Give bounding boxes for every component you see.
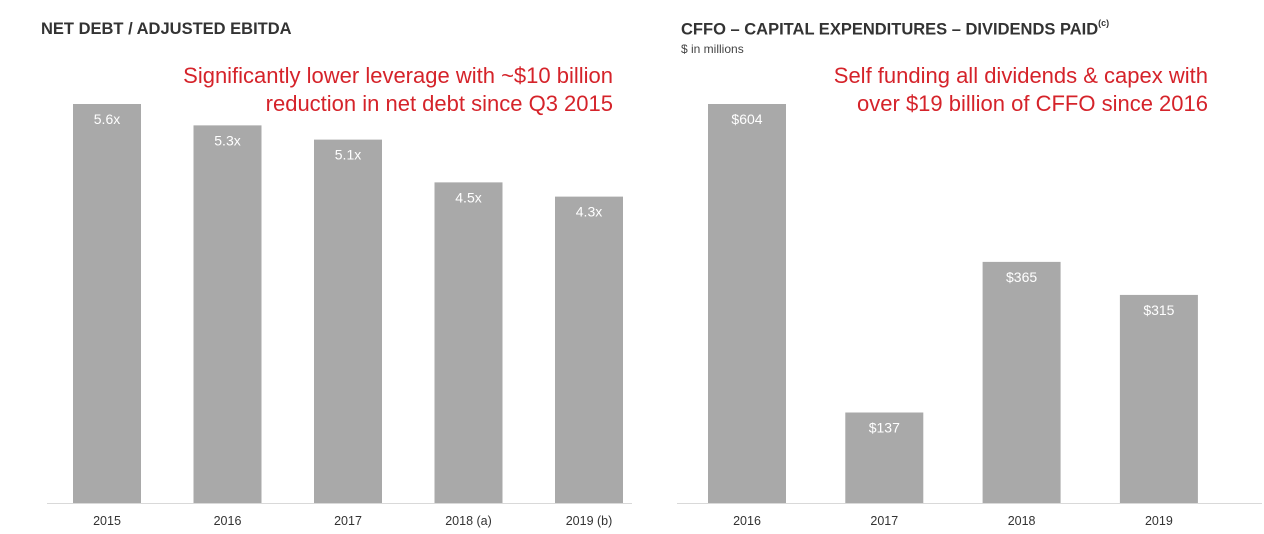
right-chart-data-label: $365: [1006, 269, 1037, 285]
left-chart-title: NET DEBT / ADJUSTED EBITDA: [41, 20, 292, 38]
right-chart-panel: CFFO – CAPITAL EXPENDITURES – DIVIDENDS …: [640, 0, 1264, 534]
left-chart-category-label: 2016: [214, 514, 242, 528]
left-chart-bar: [434, 182, 503, 503]
right-callout-line1: Self funding all dividends & capex with: [833, 63, 1208, 88]
left-chart-category-label: 2017: [334, 514, 362, 528]
right-chart-subtitle: $ in millions: [681, 42, 744, 56]
left-chart-data-label: 4.5x: [455, 189, 481, 205]
left-callout-line2: reduction in net debt since Q3 2015: [265, 91, 613, 116]
left-chart-category-label: 2015: [93, 514, 121, 528]
right-chart-title-text: CFFO – CAPITAL EXPENDITURES – DIVIDENDS …: [681, 20, 1099, 39]
left-bar-chart: 5.6x 2015 5.3x 2016 5.1x 2017 4.5x 2018 (a) 4.3x…: [47, 104, 632, 528]
right-chart-data-label: $315: [1143, 302, 1174, 318]
right-chart-bar: [845, 412, 924, 503]
right-chart-data-label: $137: [869, 419, 900, 435]
right-chart-bar: [708, 104, 786, 503]
left-chart-bar: [555, 196, 623, 503]
right-chart-bar: [1119, 294, 1198, 503]
left-chart-category-label: 2019 (b): [566, 514, 613, 528]
right-bar-chart: $604 2016 $137 2017 $365 2018 $315 2019: [677, 104, 1262, 528]
left-chart-data-label: 5.3x: [214, 132, 240, 148]
right-chart-title: CFFO – CAPITAL EXPENDITURES – DIVIDENDS …: [681, 18, 1110, 40]
left-chart-bar: [73, 104, 141, 503]
left-chart-panel: NET DEBT / ADJUSTED EBITDA Significantly…: [41, 20, 632, 528]
right-chart-bar: [982, 261, 1061, 503]
left-chart-data-label: 5.1x: [335, 147, 361, 163]
right-callout: Self funding all dividends & capex with …: [834, 62, 1208, 118]
left-chart-data-label: 4.3x: [576, 204, 602, 220]
left-chart-data-label: 5.6x: [94, 111, 120, 127]
right-chart-category-label: 2016: [733, 514, 761, 528]
right-callout-line2: over $19 billion of CFFO since 2016: [857, 91, 1208, 116]
left-callout: Significantly lower leverage with ~$10 b…: [183, 62, 613, 118]
left-chart-bar: [193, 125, 262, 503]
left-chart-category-label: 2018 (a): [445, 514, 492, 528]
right-chart-data-label: $604: [731, 111, 762, 127]
right-chart-category-label: 2017: [870, 514, 898, 528]
left-chart-bar: [314, 139, 382, 503]
right-chart-title-footnote: (c): [1098, 18, 1110, 28]
left-callout-line1: Significantly lower leverage with ~$10 b…: [183, 63, 613, 88]
right-chart-category-label: 2018: [1008, 514, 1036, 528]
right-chart-category-label: 2019: [1145, 514, 1173, 528]
